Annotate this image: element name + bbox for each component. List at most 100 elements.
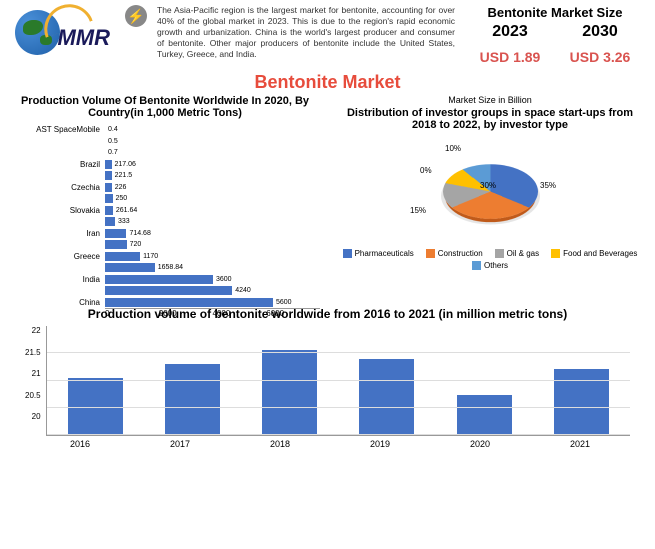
hbar-label: India	[10, 275, 105, 284]
header-row: MMR ⚡ The Asia-Pacific region is the lar…	[0, 0, 655, 70]
legend-swatch	[426, 249, 435, 258]
grid-line	[47, 407, 630, 408]
pie-legend: Pharmaceuticals Construction Oil & gas Food…	[335, 249, 645, 270]
hbar-value: 261.64	[116, 207, 137, 214]
legend-item: Construction	[426, 249, 483, 258]
pie-slice-label: 10%	[445, 144, 461, 153]
vbar-ytick: 20	[25, 412, 41, 421]
pie-slice-label: 35%	[540, 181, 556, 190]
hbar-label: AST SpaceMobile	[10, 125, 105, 134]
hbar-value: 1170	[143, 253, 158, 260]
hbar-bar	[105, 206, 113, 215]
hbar-row: Greece 1170	[10, 251, 320, 263]
market-size-years: 2023 2030	[465, 23, 645, 41]
hbar-value: 5600	[276, 299, 292, 306]
val-2023: USD 1.89	[480, 49, 541, 65]
vbar-yaxis: 2221.52120.520	[25, 326, 46, 436]
vbar-xtick: 2020	[453, 439, 508, 449]
hbar-bar	[105, 183, 112, 192]
hbar-label: China	[10, 298, 105, 307]
legend-item: Pharmaceuticals	[343, 249, 414, 258]
intro-text: The Asia-Pacific region is the largest m…	[157, 5, 455, 65]
vbar-plot	[46, 326, 630, 436]
hbar-bar	[105, 160, 112, 169]
pie-chart	[443, 164, 538, 218]
vbar-title: Production volume of bentonite worldwide…	[0, 307, 655, 321]
grid-line	[47, 352, 630, 353]
logo-text: MMR	[57, 25, 110, 51]
year-2030: 2030	[582, 23, 618, 41]
hbar-row: 250	[10, 193, 320, 205]
hbar-value: 3600	[216, 276, 232, 283]
legend-swatch	[343, 249, 352, 258]
vbar-chart: 2221.52120.520	[0, 326, 655, 436]
hbar-chart-section: Production Volume Of Bentonite Worldwide…	[10, 95, 320, 299]
legend-label: Pharmaceuticals	[355, 249, 414, 258]
hbar-label: Brazil	[10, 160, 105, 169]
hbar-label: Slovakia	[10, 206, 105, 215]
vbar-bar	[554, 369, 609, 436]
hbar-chart: AST SpaceMobile0.40.50.7Brazil217.06221.…	[10, 124, 320, 299]
hbar-value: 4240	[235, 287, 251, 294]
legend-label: Construction	[438, 249, 483, 258]
hbar-row: 1658.84	[10, 262, 320, 274]
pie-title: Distribution of investor groups in space…	[335, 107, 645, 131]
vbar-ytick: 21.5	[25, 348, 41, 357]
hbar-value: 720	[130, 241, 142, 248]
hbar-value: 221.5	[115, 172, 133, 179]
hbar-label: Greece	[10, 252, 105, 261]
market-size-box: Bentonite Market Size 2023 2030 USD 1.89…	[465, 5, 645, 65]
hbar-row: 0.5	[10, 136, 320, 148]
hbar-label: Czechia	[10, 183, 105, 192]
market-size-values: USD 1.89 USD 3.26	[465, 49, 645, 65]
vbar-ytick: 20.5	[25, 391, 41, 400]
legend-item: Food and Beverages	[551, 249, 637, 258]
hbar-tick: 2000	[159, 309, 213, 318]
vbar-xtick: 2016	[53, 439, 108, 449]
legend-swatch	[495, 249, 504, 258]
hbar-bar	[105, 286, 232, 295]
pie-subtitle: Market Size in Billion	[335, 95, 645, 105]
vbar-bar	[359, 359, 414, 435]
grid-line	[47, 434, 630, 435]
hbar-row: 333	[10, 216, 320, 228]
hbar-row: Iran 714.68	[10, 228, 320, 240]
vbar-ytick: 22	[25, 326, 41, 335]
pie-slice-label: 0%	[420, 166, 432, 175]
hbar-row: Brazil 217.06	[10, 159, 320, 171]
legend-label: Oil & gas	[507, 249, 539, 258]
pie-chart-section: Market Size in Billion Distribution of i…	[335, 95, 645, 299]
hbar-tick: 6000	[266, 309, 320, 318]
hbar-value: 1658.84	[158, 264, 183, 271]
hbar-row: India 3600	[10, 274, 320, 286]
hbar-tick: 0	[105, 309, 159, 318]
bolt-icon: ⚡	[125, 5, 147, 27]
hbar-row: AST SpaceMobile0.4	[10, 124, 320, 136]
hbar-row: 720	[10, 239, 320, 251]
hbar-bar	[105, 194, 113, 203]
hbar-label: Iran	[10, 229, 105, 238]
hbar-value: 217.06	[115, 161, 136, 168]
hbar-value: 0.7	[108, 149, 118, 156]
hbar-row: Czechia 226	[10, 182, 320, 194]
vbar-xtick: 2018	[253, 439, 308, 449]
hbar-xaxis: 0200040006000	[105, 308, 320, 318]
market-size-title: Bentonite Market Size	[465, 5, 645, 20]
vbar-xtick: 2021	[553, 439, 608, 449]
hbar-row: Slovakia 261.64	[10, 205, 320, 217]
legend-label: Food and Beverages	[563, 249, 637, 258]
hbar-value: 226	[115, 184, 127, 191]
hbar-row: 4240	[10, 285, 320, 297]
hbar-bar	[105, 275, 213, 284]
hbar-value: 250	[116, 195, 128, 202]
charts-row: Production Volume Of Bentonite Worldwide…	[0, 95, 655, 299]
legend-swatch	[551, 249, 560, 258]
vbar-bar	[457, 395, 512, 435]
year-2023: 2023	[492, 23, 528, 41]
hbar-value: 714.68	[129, 230, 150, 237]
vbar-xtick: 2017	[153, 439, 208, 449]
legend-label: Others	[484, 261, 508, 270]
hbar-bar	[105, 229, 126, 238]
hbar-value: 333	[118, 218, 130, 225]
hbar-value: 0.4	[108, 126, 118, 133]
